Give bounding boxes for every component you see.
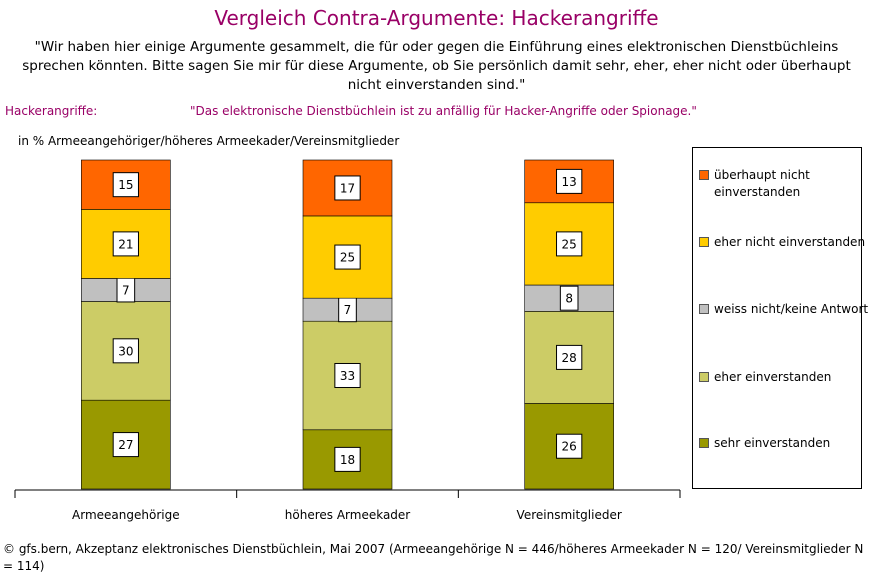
value-label: 30: [118, 344, 133, 358]
value-label: 33: [340, 369, 355, 383]
plot: Armeeangehörige 27 30 7 21 15 höheres Armeekad…: [14, 159, 681, 522]
value-label-box: [556, 344, 583, 370]
value-label: 17: [340, 181, 355, 195]
legend-swatch: [699, 170, 709, 180]
x-tick-label: Armeeangehörige: [72, 508, 180, 522]
legend-label: eher nicht einverstanden: [714, 235, 866, 249]
value-label: 27: [118, 438, 133, 452]
value-label-box: [112, 231, 139, 257]
value-label: 8: [565, 292, 573, 306]
axis-label: in % Armeeangehöriger/höheres Armeekader…: [18, 134, 400, 148]
legend-item: eher nicht einverstanden: [699, 234, 869, 251]
legend-label: sehr einverstanden: [714, 436, 831, 450]
value-label: 26: [562, 440, 577, 454]
value-label: 28: [562, 351, 577, 365]
x-tick-label: Vereinsmitglieder: [517, 508, 622, 522]
value-label: 18: [340, 453, 355, 467]
chart-title: Vergleich Contra-Argumente: Hackerangrif…: [214, 6, 659, 30]
value-label: 7: [122, 283, 130, 297]
legend-swatch: [699, 372, 709, 382]
legend: überhaupt nicht einverstanden eher nicht …: [692, 147, 868, 489]
value-label: 7: [344, 303, 352, 317]
legend-swatch: [699, 237, 709, 247]
value-label-box: [556, 231, 583, 257]
legend-item: weiss nicht/keine Antwort: [699, 301, 869, 318]
value-label: 25: [340, 251, 355, 265]
legend-item: eher einverstanden: [699, 369, 869, 386]
legend-label: eher einverstanden: [714, 370, 832, 384]
value-label-box: [112, 432, 139, 458]
value-label: 13: [562, 175, 577, 189]
value-label: 15: [118, 178, 133, 192]
legend-label: weiss nicht/keine Antwort: [714, 302, 869, 316]
source-note: © gfs.bern, Akzeptanz elektronisches Die…: [3, 542, 864, 573]
legend-swatch: [699, 438, 709, 448]
value-label-box: [559, 285, 579, 311]
value-label-box: [112, 172, 139, 198]
value-label-box: [334, 362, 361, 388]
value-label-box: [334, 446, 361, 472]
question-text: "Wir haben hier einige Argumente gesamme…: [22, 39, 851, 93]
legend-item: überhaupt nicht einverstanden: [699, 167, 869, 201]
value-label: 25: [562, 237, 577, 251]
value-label-box: [334, 244, 361, 270]
legend-item: sehr einverstanden: [699, 435, 869, 452]
value-label: 21: [118, 237, 133, 251]
statement: "Das elektronische Dienstbüchlein ist zu…: [190, 104, 697, 118]
filter-label: Hackerangriffe:: [5, 104, 98, 118]
value-label-box: [556, 168, 583, 194]
value-label-box: [112, 338, 139, 364]
value-label-box: [334, 175, 361, 201]
legend-label: überhaupt nicht einverstanden: [714, 168, 810, 199]
x-tick-label: höheres Armeekader: [285, 508, 411, 522]
legend-swatch: [699, 304, 709, 314]
value-label-box: [556, 433, 583, 459]
